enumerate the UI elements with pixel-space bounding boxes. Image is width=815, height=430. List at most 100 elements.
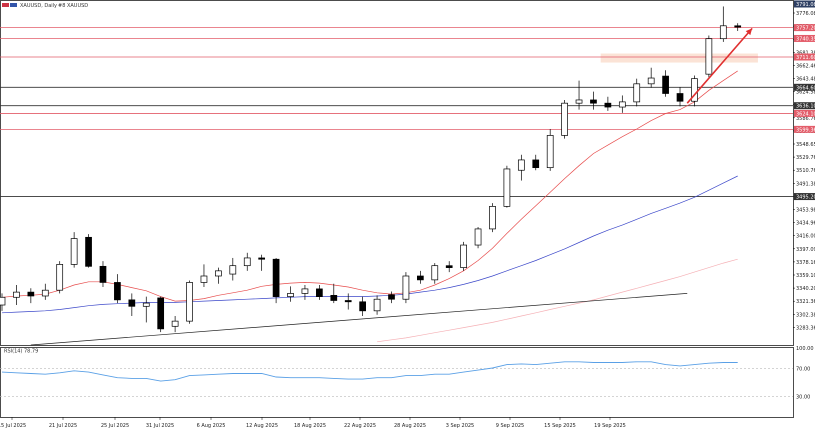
date-label: 15 Sep 2025 [544,423,576,429]
candle-body [0,296,6,306]
date-label: 25 Jul 2025 [101,423,129,429]
ohlc-info: #8 XAUUSD [58,3,88,9]
candle-body [186,282,193,322]
symbol-flag-icon [2,3,9,7]
rsi-level-label: 30.00 [796,394,810,400]
rsi-level-label: 100.00 [796,346,814,352]
candle-body [85,236,92,267]
candle-body [344,300,352,303]
resistance-zone [600,53,758,63]
price-tick-label: 3776.08 [796,11,815,17]
price-tag-label: 3599.36 [796,127,815,133]
candle-body [171,320,179,327]
arrow-head-icon [745,28,753,36]
candle-body [517,159,525,171]
candles [0,6,742,333]
candle-body [56,264,64,291]
candle-body [618,101,626,108]
date-label: 15 Jul 2025 [0,423,26,429]
date-label: 22 Aug 2025 [344,423,376,429]
price-tick-label: 3643.48 [796,77,815,83]
candle-body [503,168,511,207]
candle-body [734,25,742,28]
candle-body [13,291,20,298]
price-tag [794,53,815,61]
candle-body [662,75,669,94]
arrow-shaft [686,27,753,104]
date-label: 3 Sep 2025 [446,423,475,429]
trendline [30,293,688,346]
price-tick-label: 3397.09 [796,247,815,253]
candle-body [431,265,439,281]
candle-body [287,293,294,297]
ma-fast-line [1,70,738,302]
price-tick-label: 3548.65 [796,142,815,148]
candle-body [41,289,49,297]
candle-body [157,297,165,330]
rsi-line [1,361,738,382]
candle-body [99,265,107,283]
moving-averages [1,70,738,343]
price-tick-label: 3662.46 [796,63,815,69]
price-tag-label: 3740.35 [796,36,815,42]
price-tick-label: 3340.20 [796,286,815,292]
price-level-tags: 3791.08 3757.20 3740.35 3711.60 3664.60 3636.… [794,0,815,201]
date-axis: 15 Jul 2025 21 Jul 2025 25 Jul 2025 31 Jul … [0,417,626,429]
price-tick-label: 3434.96 [796,221,815,227]
candle-body [719,25,727,40]
symbol-title: XAUUSD, Daily [20,3,57,9]
price-tick-label: 3681.38 [796,50,815,56]
price-tick-label: 3416.00 [796,234,815,240]
rsi-level-label: 70.00 [796,367,810,373]
candle-body [647,77,655,85]
price-tick-label: 3453.98 [796,208,815,214]
price-tick-label: 3491.38 [796,181,815,187]
price-tick-label: 3586.76 [796,116,815,122]
price-tag [794,0,815,8]
candle-body [575,99,583,104]
candle-body [705,38,713,75]
price-tag-label: 3757.20 [796,26,815,32]
price-tag-label: 3495.20 [796,195,815,201]
ma-mid-line [1,175,738,314]
candle-body [200,275,208,283]
candle-body [590,99,597,104]
candle-body [330,294,338,301]
price-tag-label: 3711.60 [796,55,815,61]
price-tag [794,34,815,42]
candle-body [27,291,35,297]
candle-body [676,93,684,102]
candle-body [445,265,453,268]
horizontal-levels [0,27,793,197]
price-tag [794,83,815,91]
candle-body [142,302,150,307]
candle-body [460,244,467,268]
candle-body [546,135,554,169]
price-tag [794,24,815,32]
date-label: 18 Aug 2025 [294,423,326,429]
support-trendline [30,293,688,346]
candle-body [114,282,121,301]
date-label: 31 Jul 2025 [146,423,174,429]
price-tick-label: 3378.16 [796,260,815,266]
date-label: 6 Aug 2025 [197,423,226,429]
price-tag [794,193,815,201]
symbol-flag-icon-2 [10,3,17,7]
price-tick-label: 3321.36 [796,299,815,305]
candle-body [604,102,612,108]
candle-body [70,238,78,265]
date-label: 21 Jul 2025 [49,423,77,429]
candle-body [691,78,698,102]
candle-body [417,275,424,281]
candle-body [388,294,395,300]
date-label: 28 Aug 2025 [394,423,426,429]
candle-body [229,265,237,275]
price-tag-label: 3664.60 [796,85,815,91]
candle-body [489,206,496,230]
candle-body [402,275,410,300]
price-tag [794,109,815,117]
price-tick-label: 3302.38 [796,312,815,318]
date-label: 19 Sep 2025 [594,423,626,429]
resistance-zone-rect [600,53,758,63]
